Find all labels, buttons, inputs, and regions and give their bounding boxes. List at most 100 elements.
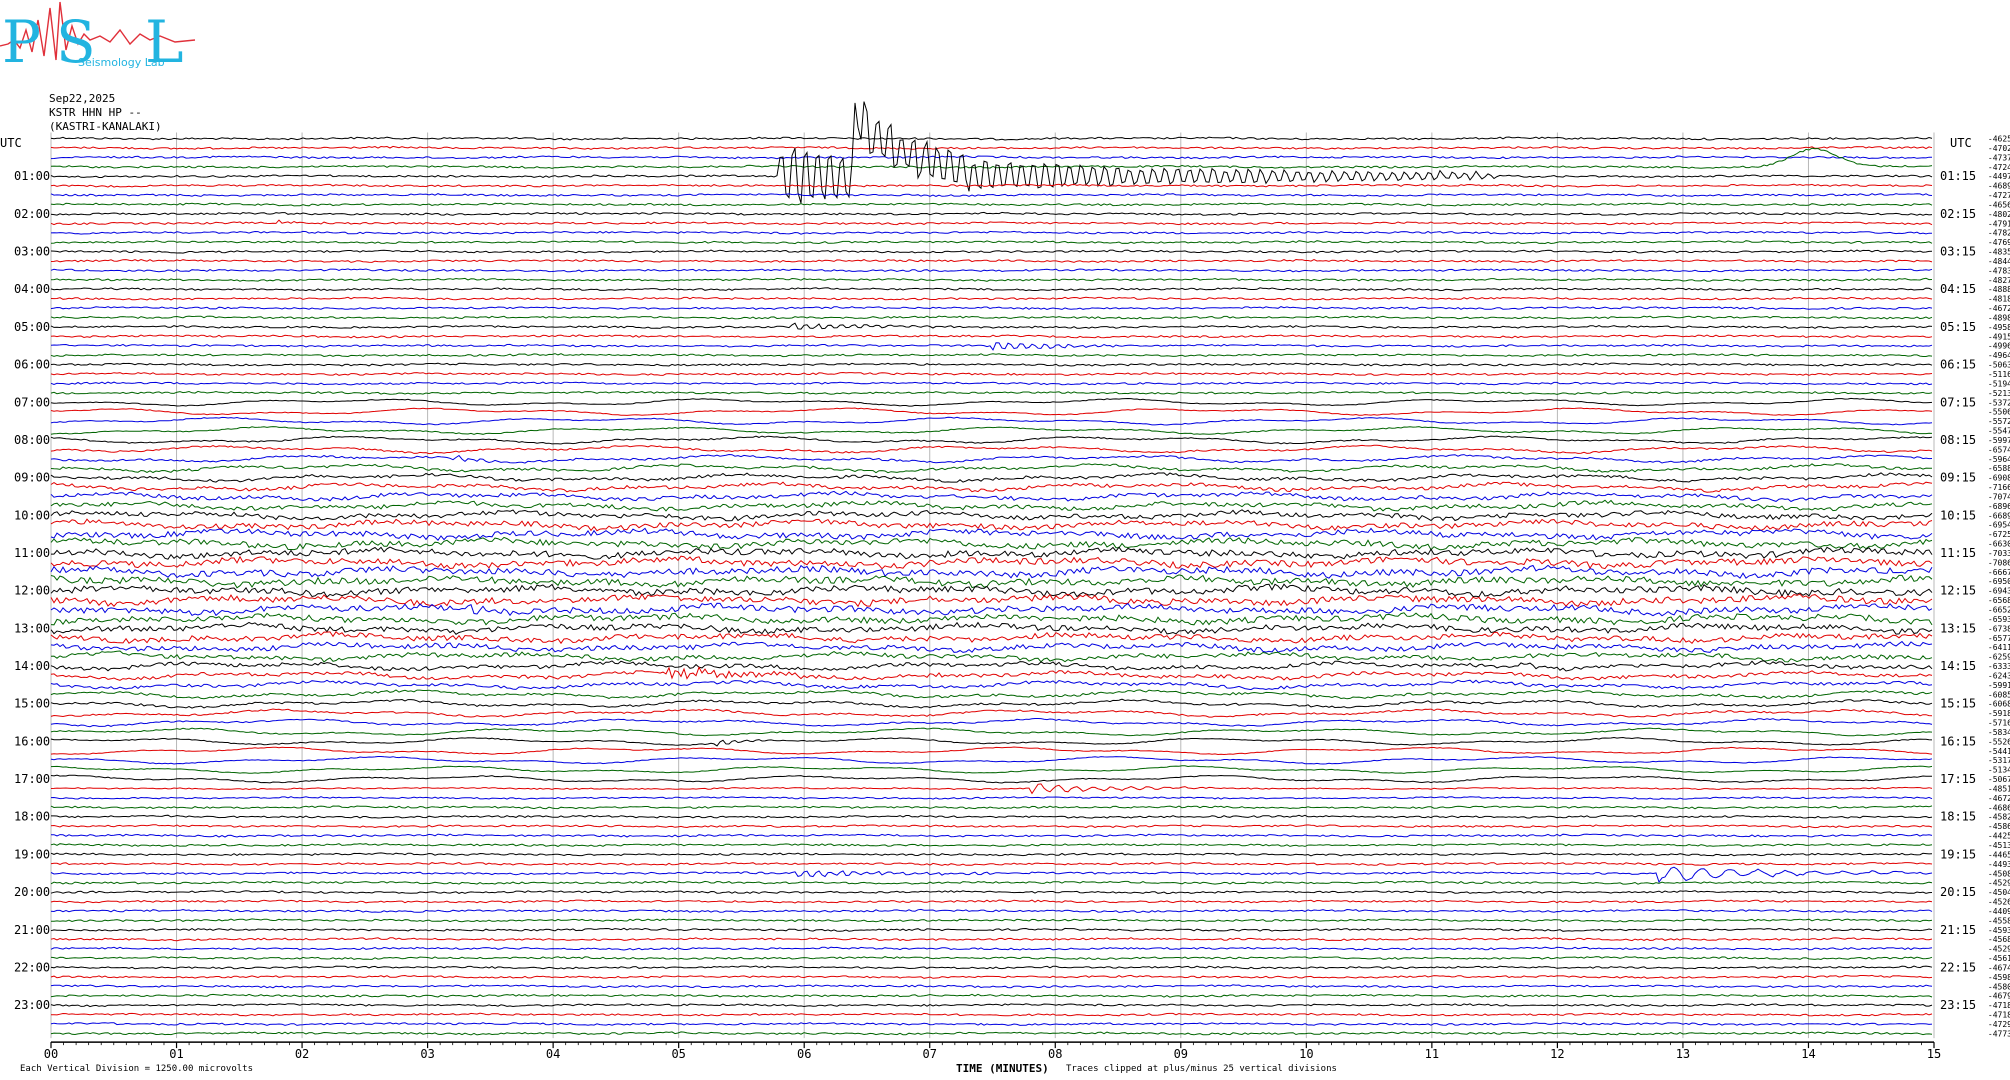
seismic-trace [50, 765, 1933, 774]
trace-offset-label: -6588 [1988, 464, 2010, 473]
trace-offset-label: -4508 [1988, 869, 2010, 878]
trace-offset-label: -4529 [1988, 945, 2010, 954]
seismic-trace [50, 435, 1933, 445]
hour-label-left: 19:00 [14, 847, 50, 861]
hour-label-left: 08:00 [14, 433, 50, 447]
trace-offset-label: -4625 [1988, 135, 2010, 144]
trace-offset-label: -4773 [1988, 1029, 2010, 1038]
seismic-trace [50, 937, 1933, 942]
hour-label-right: 06:15 [1940, 358, 1976, 372]
trace-offset-label: -4827 [1988, 276, 2010, 285]
seismic-trace [50, 890, 1933, 895]
hour-label-left: 09:00 [14, 471, 50, 485]
seismic-trace [50, 249, 1933, 254]
hour-label-right: 17:15 [1940, 772, 1976, 786]
seismic-trace [50, 287, 1933, 292]
trace-offset-label: -4493 [1988, 860, 2010, 869]
trace-offset-label: -6725 [1988, 530, 2010, 539]
hour-label-right: 11:15 [1940, 546, 1976, 560]
hour-label-left: 20:00 [14, 885, 50, 899]
seismic-trace [50, 268, 1933, 273]
logo-letter-l: L [145, 8, 184, 74]
trace-offset-label: -4718 [1988, 1011, 2010, 1020]
seismic-trace [50, 621, 1933, 635]
hour-label-left: 10:00 [14, 508, 50, 522]
seismic-trace [50, 843, 1933, 847]
seismic-trace [50, 381, 1933, 386]
trace-offset-label: -5441 [1988, 747, 2010, 756]
trace-offset-label: -6908 [1988, 474, 2010, 483]
trace-offset-label: -6689 [1988, 511, 2010, 520]
x-tick-label: 02 [295, 1047, 309, 1061]
trace-offset-label: -5067 [1988, 775, 2010, 784]
trace-offset-label: -6259 [1988, 653, 2010, 662]
trace-offset-label: -4672 [1988, 794, 2010, 803]
seismic-trace [50, 965, 1933, 970]
seismic-trace [50, 306, 1933, 311]
seismic-trace [50, 756, 1933, 765]
seismic-trace [50, 353, 1933, 358]
seismic-trace [50, 774, 1933, 784]
seismic-trace [50, 612, 1933, 626]
seismic-trace [50, 416, 1933, 426]
trace-offset-label: -4580 [1988, 982, 2010, 991]
trace-offset-label: -4783 [1988, 266, 2010, 275]
seismic-trace [50, 1022, 1933, 1026]
header-date: Sep22,2025 [49, 92, 116, 105]
hour-label-left: 13:00 [14, 621, 50, 635]
seismic-trace [50, 640, 1933, 653]
trace-offset-label: -4529 [1988, 879, 2010, 888]
seismic-trace [50, 574, 1933, 589]
hour-label-left: 17:00 [14, 772, 50, 786]
trace-offset-label: -5716 [1988, 719, 2010, 728]
seismic-trace [50, 258, 1933, 264]
seismic-trace [50, 852, 1933, 857]
x-tick-label: 03 [420, 1047, 434, 1061]
seismic-trace [50, 727, 1933, 737]
seismic-trace [50, 993, 1933, 998]
hour-label-right: 21:15 [1940, 923, 1976, 937]
hour-label-left: 06:00 [14, 358, 50, 372]
trace-offset-label: -4835 [1988, 248, 2010, 257]
x-axis-label: TIME (MINUTES) [956, 1062, 1049, 1075]
seismic-trace [50, 219, 1933, 226]
seismic-trace [50, 833, 1933, 838]
seismic-trace [50, 564, 1933, 579]
hour-label-left: 02:00 [14, 207, 50, 221]
psl-logo: P S L Seismology Lab [0, 1, 196, 74]
seismic-trace [50, 426, 1933, 435]
seismic-trace [50, 824, 1933, 829]
seismic-trace [50, 660, 1933, 672]
hour-label-left: 01:00 [14, 169, 50, 183]
seismic-trace [50, 555, 1933, 570]
trace-offset-label: -4844 [1988, 257, 2010, 266]
seismic-trace [50, 602, 1933, 617]
seismic-trace [50, 880, 1933, 885]
hour-label-right: 10:15 [1940, 508, 1976, 522]
hour-label-right: 15:15 [1940, 697, 1976, 711]
trace-offset-label: -4526 [1988, 898, 2010, 907]
seismic-trace [50, 631, 1933, 645]
utc-label-right: UTC [1950, 136, 1972, 150]
seismic-trace [50, 783, 1933, 795]
hour-label-left: 07:00 [14, 395, 50, 409]
trace-offset-label: -4504 [1988, 888, 2010, 897]
trace-offset-label: -4958 [1988, 323, 2010, 332]
trace-offset-label: -7033 [1988, 549, 2010, 558]
seismic-trace [50, 145, 1933, 150]
seismic-trace [50, 593, 1933, 608]
trace-offset-label: -5063 [1988, 361, 2010, 370]
seismic-trace [50, 371, 1933, 376]
seismic-trace [50, 490, 1933, 503]
trace-offset-label: -4568 [1988, 935, 2010, 944]
seismic-trace [51, 814, 1933, 819]
trace-offset-label: -4409 [1988, 907, 2010, 916]
seismic-trace [50, 390, 1933, 395]
trace-offset-label: -4686 [1988, 803, 2010, 812]
hour-label-right: 16:15 [1940, 734, 1976, 748]
trace-offset-label: -4558 [1988, 916, 2010, 925]
seismic-trace [50, 708, 1933, 718]
trace-offset-label: -4513 [1988, 841, 2010, 850]
trace-offset-label: -5547 [1988, 427, 2010, 436]
trace-offset-label: -5506 [1988, 408, 2010, 417]
